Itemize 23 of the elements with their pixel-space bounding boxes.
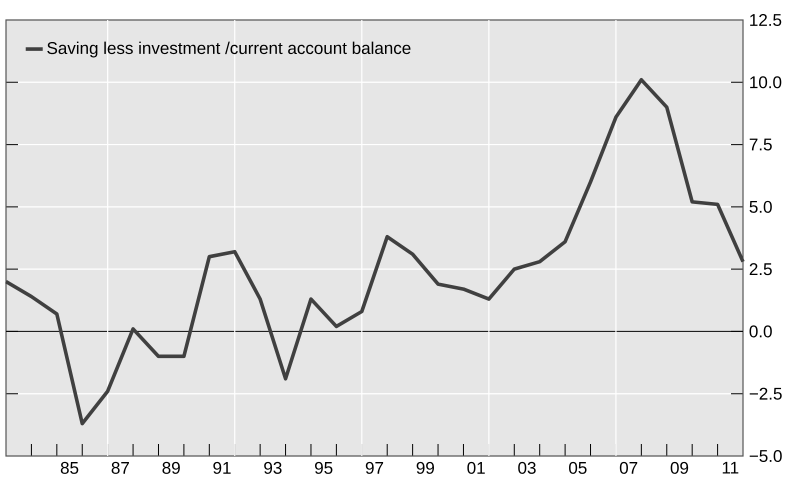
x-tick-label: 89 <box>162 462 180 474</box>
x-tick-label: 85 <box>60 462 78 474</box>
y-tick-label: 0.0 <box>750 325 772 338</box>
y-tick-label: 5.0 <box>750 200 772 213</box>
x-tick-label: 05 <box>569 462 587 474</box>
y-tick-label: 2.5 <box>750 263 772 276</box>
x-tick-label: 01 <box>467 462 485 474</box>
y-tick-label: 10.0 <box>750 76 782 88</box>
x-tick-label: 95 <box>315 462 332 474</box>
x-tick-label: 03 <box>518 462 536 474</box>
x-tick-label: 91 <box>213 462 231 474</box>
y-tick-label: 7.5 <box>750 138 772 151</box>
legend-label: Saving less investment /current account balance <box>47 42 410 58</box>
y-tick-label: −5.0 <box>750 450 782 462</box>
x-tick-label: 87 <box>112 462 129 474</box>
x-tick-label: 99 <box>416 462 434 474</box>
y-tick-label: 12.5 <box>750 14 782 26</box>
y-tick-label: −2.5 <box>750 388 782 400</box>
x-tick-label: 93 <box>264 462 282 474</box>
x-tick-label: 09 <box>670 462 688 474</box>
x-tick-label: 97 <box>366 462 384 474</box>
x-tick-label: 07 <box>620 462 638 474</box>
x-tick-label: 11 <box>722 462 738 474</box>
